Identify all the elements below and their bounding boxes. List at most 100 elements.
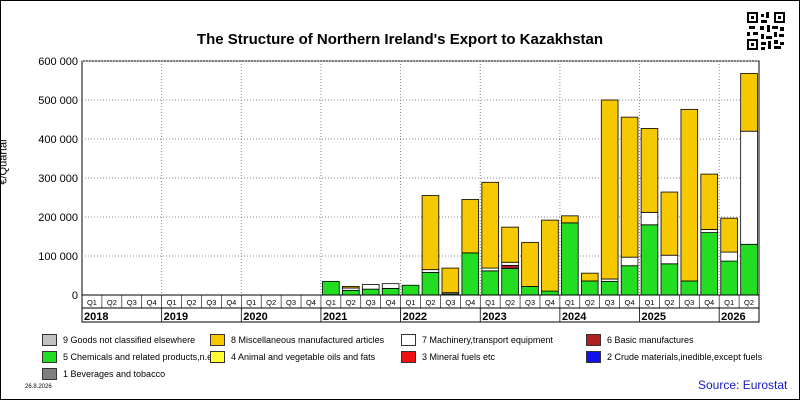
legend-item: 3 Mineral fuels etc	[401, 351, 495, 363]
bar-segment	[501, 261, 519, 266]
quarter-label: Q1	[167, 298, 177, 307]
bar-segment	[501, 268, 519, 296]
legend-label: 9 Goods not classified elsewhere	[63, 335, 196, 345]
quarter-label: Q1	[406, 298, 416, 307]
year-label: 2021	[323, 311, 347, 323]
legend-label: 8 Miscellaneous manufactured articles	[231, 335, 385, 345]
quarter-label: Q1	[724, 298, 734, 307]
year-label: 2018	[84, 311, 108, 323]
quarter-label: Q1	[565, 298, 575, 307]
bar-segment	[680, 108, 699, 282]
bar-segment	[361, 288, 380, 296]
legend-label: 3 Mineral fuels etc	[422, 352, 496, 362]
y-tick-label: 300 000	[38, 173, 78, 185]
legend-swatch	[42, 334, 57, 346]
quarter-label: Q3	[286, 298, 296, 307]
quarter-label: Q2	[107, 298, 117, 307]
quarter-label: Q2	[744, 298, 754, 307]
bar-segment	[481, 181, 499, 269]
x-axis: Q1 Q2 Q3 Q4 Q1 Q2 Q3 Q4 Q1 Q2 Q3 Q4 Q1 Q2 Q3 Q4 Q1 Q2 Q3 Q4…	[81, 294, 760, 323]
quarter-label: Q2	[664, 298, 674, 307]
quarter-label: Q2	[266, 298, 276, 307]
bar-segment	[740, 243, 758, 296]
bar-segment	[640, 224, 659, 296]
year-label: 2022	[403, 311, 427, 323]
year-label: 2025	[642, 311, 666, 323]
bar-segment	[680, 280, 699, 296]
bar-segment	[361, 284, 380, 290]
legend-item: 7 Machinery,transport equipment	[401, 334, 553, 346]
bar-segment	[640, 211, 659, 226]
bar-segment	[700, 232, 718, 296]
y-tick-label: 0	[72, 290, 78, 302]
quarter-label: Q1	[485, 298, 495, 307]
bar-segment	[740, 130, 758, 245]
bar-segment	[620, 256, 639, 267]
legend-swatch	[42, 368, 57, 380]
legend: 9 Goods not classified elsewhere 8 Miscel…	[42, 334, 762, 384]
bar-segment	[600, 99, 619, 280]
quarter-label: Q4	[545, 298, 555, 307]
legend-item: 9 Goods not classified elsewhere	[42, 334, 195, 346]
source-label: Source: Eurostat	[698, 378, 788, 392]
bar-segment	[381, 287, 400, 296]
legend-label: 7 Machinery,transport equipment	[422, 335, 553, 345]
bar-segment	[620, 265, 639, 296]
bar-segment	[660, 263, 679, 296]
year-label: 2023	[482, 311, 506, 323]
bar-segment	[501, 264, 519, 269]
y-tick-label: 200 000	[38, 212, 78, 224]
bar-segment	[660, 191, 679, 256]
y-tick-label: 400 000	[38, 134, 78, 146]
bar-segment	[561, 215, 579, 224]
year-label: 2026	[721, 311, 745, 323]
quarter-label: Q2	[585, 298, 595, 307]
legend-item: 1 Beverages and tobacco	[42, 368, 165, 380]
quarter-label: Q1	[246, 298, 256, 307]
bar-segment	[720, 251, 738, 262]
legend-swatch	[586, 334, 601, 346]
quarter-label: Q2	[346, 298, 356, 307]
quarter-label: Q4	[147, 298, 157, 307]
bar-segment	[481, 267, 499, 272]
quarter-label: Q4	[306, 298, 316, 307]
bar-segment	[720, 260, 738, 296]
legend-label: 6 Basic manufactures	[607, 335, 694, 345]
quarter-label: Q3	[445, 298, 455, 307]
legend-item: 2 Crude materials,inedible,except fuels	[586, 351, 762, 363]
legend-swatch	[586, 351, 601, 363]
bars	[322, 73, 758, 296]
quarter-label: Q3	[366, 298, 376, 307]
quarter-label: Q3	[206, 298, 216, 307]
quarter-label: Q3	[525, 298, 535, 307]
bar-segment	[521, 241, 539, 287]
legend-item: 5 Chemicals and related products,n.e.s.	[42, 351, 222, 363]
bar-segment	[700, 173, 718, 230]
bar-segment	[322, 280, 340, 296]
bar-segment	[521, 286, 539, 296]
quarter-label: Q3	[605, 298, 615, 307]
bar-segment	[381, 283, 400, 289]
quarter-label: Q2	[425, 298, 435, 307]
bar-segment	[401, 284, 420, 296]
bar-segment	[600, 280, 619, 296]
bar-segment	[620, 116, 639, 258]
y-tick-labels: 0 100 000 200 000 300 000 400 000 500 000 600 …	[38, 56, 78, 302]
y-tick-label: 100 000	[38, 251, 78, 263]
legend-swatch	[210, 351, 225, 363]
quarter-label: Q3	[684, 298, 694, 307]
qr-code-icon	[747, 12, 785, 50]
legend-swatch	[401, 334, 416, 346]
quarter-label: Q1	[87, 298, 97, 307]
bar-segment	[580, 280, 599, 296]
bar-segment	[441, 267, 460, 294]
chart-title: The Structure of Northern Ireland's Expo…	[196, 31, 604, 48]
quarter-label: Q4	[704, 298, 714, 307]
quarter-label: Q2	[187, 298, 197, 307]
bar-segment	[700, 229, 718, 233]
quarter-label: Q4	[625, 298, 635, 307]
legend-swatch	[42, 351, 57, 363]
bar-segment	[541, 290, 559, 296]
year-label: 2020	[243, 311, 267, 323]
legend-label: 1 Beverages and tobacco	[63, 369, 166, 379]
